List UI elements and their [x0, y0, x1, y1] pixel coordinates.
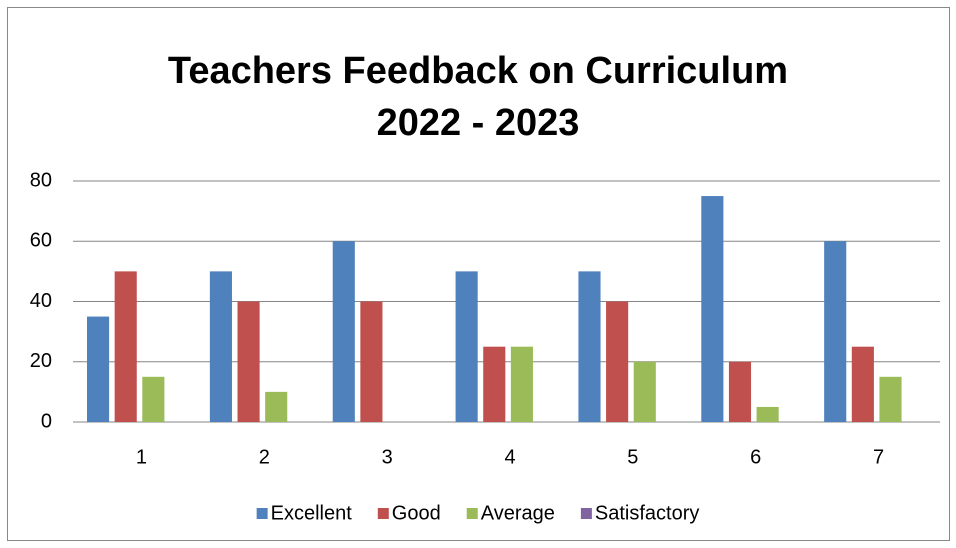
bar — [142, 376, 165, 422]
bar — [332, 241, 355, 422]
bar — [114, 271, 137, 422]
bar — [851, 346, 874, 422]
chart-title: Teachers Feedback on Curriculum — [168, 50, 788, 92]
legend-label: Good — [392, 502, 441, 524]
legend-label: Excellent — [271, 502, 353, 524]
bar — [606, 301, 629, 422]
legend-swatch — [377, 508, 389, 519]
legend-label: Average — [481, 502, 555, 524]
x-tick-label: 6 — [750, 446, 761, 468]
bar — [483, 346, 506, 422]
x-tick-label: 4 — [504, 446, 515, 468]
y-tick-label: 0 — [41, 410, 52, 432]
legend-swatch — [256, 508, 268, 519]
bar — [237, 301, 260, 422]
bar — [728, 361, 752, 422]
bar — [455, 271, 478, 422]
bar — [824, 241, 847, 422]
bar — [879, 376, 902, 422]
bar — [209, 271, 232, 422]
bar — [510, 346, 533, 422]
y-tick-label: 40 — [30, 290, 52, 312]
bar — [701, 196, 724, 422]
bar — [360, 301, 383, 422]
chart-subtitle: 2022 - 2023 — [377, 102, 580, 144]
bar — [756, 406, 779, 422]
bar — [578, 271, 601, 422]
legend-label: Satisfactory — [595, 502, 699, 524]
bar — [87, 316, 110, 422]
x-tick-label: 3 — [382, 446, 393, 468]
legend-swatch — [580, 508, 592, 519]
y-tick-label: 80 — [30, 169, 52, 191]
x-tick-label: 5 — [627, 446, 638, 468]
chart-frame — [7, 7, 950, 541]
bar — [265, 391, 288, 422]
x-tick-label: 7 — [873, 446, 884, 468]
y-tick-label: 60 — [30, 230, 52, 252]
x-tick-label: 1 — [136, 446, 147, 468]
bar — [633, 361, 656, 422]
x-tick-label: 2 — [259, 446, 270, 468]
legend-swatch — [466, 508, 478, 519]
y-tick-label: 20 — [30, 350, 52, 372]
